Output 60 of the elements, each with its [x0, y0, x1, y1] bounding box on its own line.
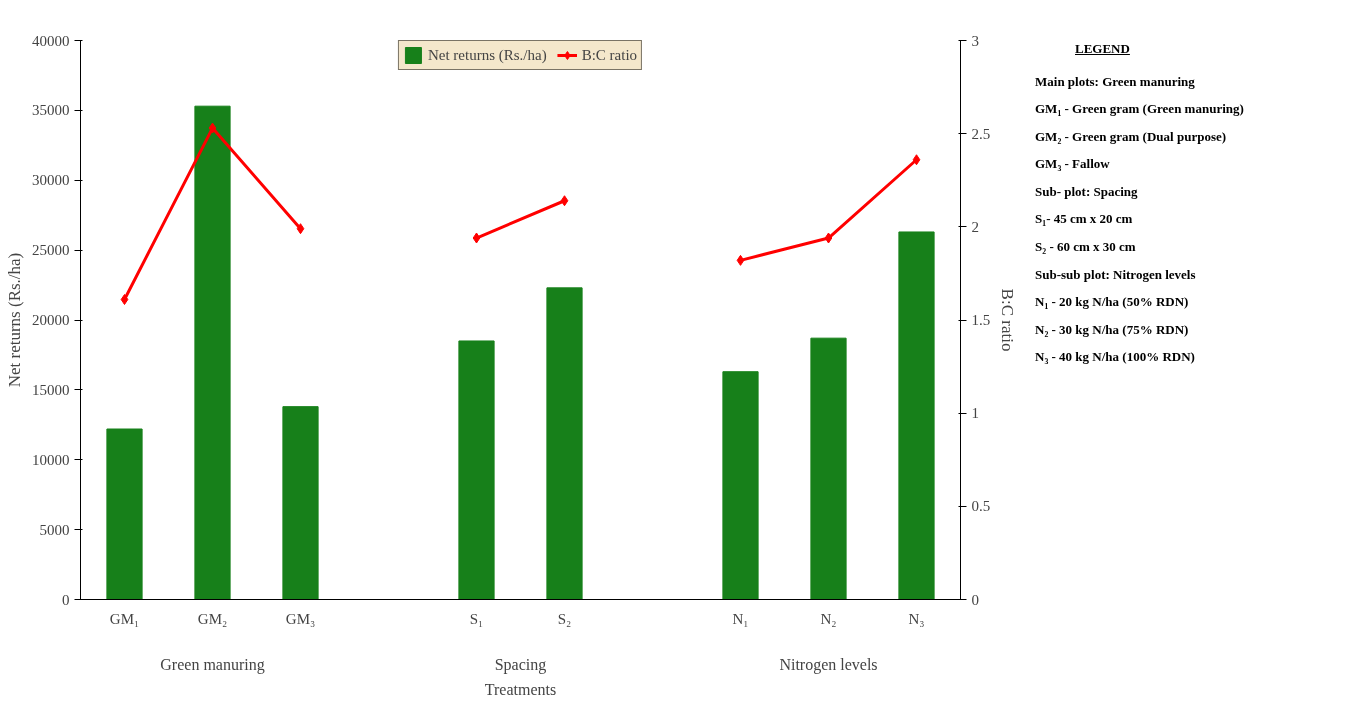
text: N₂ - 30 kg N/ha (75% RDN) — [1035, 320, 1190, 339]
x-tick-label: N₁ — [732, 610, 749, 627]
bar — [458, 340, 495, 600]
y2-tick-label: 2.5 — [971, 125, 991, 142]
text: Sub-sub plot: Nitrogen levels — [1035, 265, 1197, 284]
y-tick-label: 30000 — [32, 172, 70, 189]
x-tick-label: GM₃ — [285, 610, 316, 627]
bar — [546, 287, 583, 600]
y-axis-title: Net returns (Rs./ha) — [5, 252, 24, 388]
text: N₃ - 40 kg N/ha (100% RDN) — [1035, 348, 1196, 367]
point — [296, 223, 305, 235]
y2-tick-label: 3 — [971, 32, 979, 49]
x-tick-label: N₂ — [820, 610, 837, 627]
x-tick-label: GM₂ — [197, 610, 228, 627]
legend-label: B:C ratio — [581, 46, 638, 64]
point — [560, 195, 569, 207]
point — [824, 232, 833, 244]
text: GM₁ - Green gram (Green manuring) — [1035, 100, 1244, 119]
point — [472, 232, 481, 244]
y2-axis-title: B:C ratio — [998, 288, 1018, 352]
y-tick-label: 35000 — [32, 102, 70, 119]
text: Main plots: Green manuring — [1035, 72, 1196, 91]
y-tick-label: 15000 — [32, 381, 70, 398]
legend-label: Net returns (Rs./ha) — [427, 46, 547, 64]
bar — [722, 371, 759, 600]
y-tick-label: 40000 — [32, 32, 70, 49]
y2-tick-label: 1.5 — [971, 312, 991, 328]
text: Green manuring — [160, 655, 265, 674]
text: GM₂ - Green gram (Dual purpose) — [1035, 127, 1228, 146]
x-axis-title: Treatments — [484, 680, 557, 698]
y-tick-label: 0 — [62, 591, 70, 608]
y2-tick-label: 0 — [971, 591, 979, 608]
point — [120, 294, 129, 305]
point — [912, 154, 921, 166]
x-tick-label: N₃ — [908, 610, 925, 627]
text: Sub- plot: Spacing — [1035, 182, 1139, 201]
point — [736, 254, 745, 266]
text: LEGEND — [1074, 40, 1131, 58]
bar — [898, 231, 935, 600]
bar — [194, 105, 231, 600]
text: S₂ - 60 cm x 30 cm — [1035, 237, 1137, 256]
y2-tick-label: 0.5 — [971, 498, 991, 515]
point — [208, 122, 217, 134]
y-tick-label: 25000 — [32, 242, 70, 259]
y2-tick-label: 1 — [971, 405, 979, 422]
y-tick-label: 10000 — [32, 451, 70, 468]
bar — [810, 337, 847, 600]
x-tick-label: S₂ — [557, 610, 572, 627]
text: GM₃ - Fallow — [1035, 155, 1111, 174]
bar — [106, 428, 143, 600]
text: N₁ - 20 kg N/ha (50% RDN) — [1035, 293, 1190, 312]
x-tick-label: S₁ — [469, 610, 484, 627]
text: Spacing — [494, 655, 547, 674]
y-tick-label: 5000 — [39, 521, 70, 538]
text: Nitrogen levels — [779, 655, 878, 674]
y2-tick-label: 2 — [971, 218, 979, 235]
x-tick-label: GM₁ — [109, 610, 140, 627]
y-tick-label: 20000 — [32, 312, 70, 328]
text: S₁- 45 cm x 20 cm — [1035, 210, 1134, 229]
bar — [282, 406, 319, 600]
